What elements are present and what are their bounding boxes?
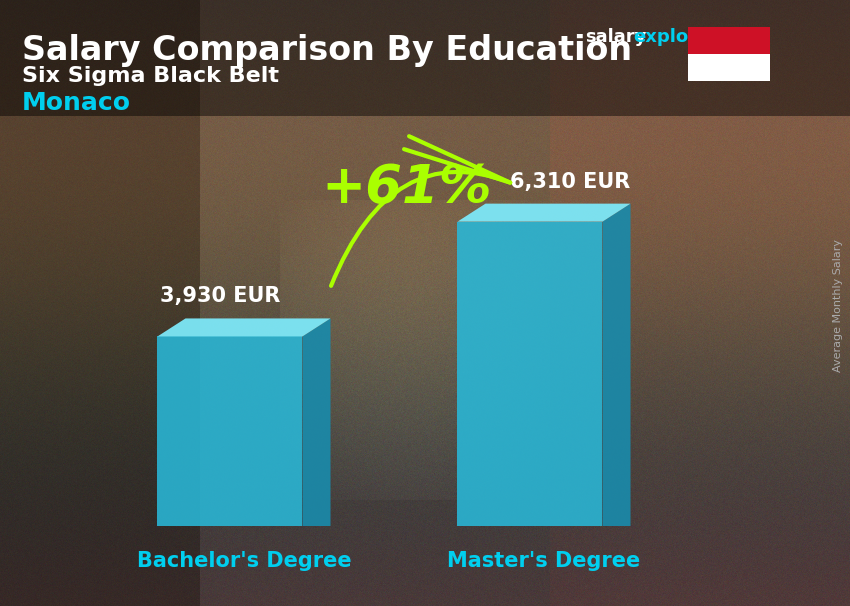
Bar <box>0 0 850 116</box>
Text: Master's Degree: Master's Degree <box>447 551 641 571</box>
Bar <box>157 336 303 526</box>
Text: 6,310 EUR: 6,310 EUR <box>510 171 630 191</box>
Text: salary: salary <box>585 28 646 46</box>
Polygon shape <box>303 318 331 526</box>
Text: Six Sigma Black Belt: Six Sigma Black Belt <box>22 66 279 86</box>
Bar <box>688 27 770 54</box>
Text: +61%: +61% <box>321 162 492 215</box>
Text: Monaco: Monaco <box>22 91 131 115</box>
Text: explorer.com: explorer.com <box>633 28 764 46</box>
Polygon shape <box>603 204 631 526</box>
Text: Average Monthly Salary: Average Monthly Salary <box>833 239 843 373</box>
Text: Bachelor's Degree: Bachelor's Degree <box>137 551 351 571</box>
Bar <box>688 54 770 81</box>
Bar <box>457 222 603 526</box>
Polygon shape <box>457 204 631 222</box>
Polygon shape <box>157 318 331 336</box>
Text: Salary Comparison By Education: Salary Comparison By Education <box>22 34 632 67</box>
Text: 3,930 EUR: 3,930 EUR <box>160 287 280 307</box>
